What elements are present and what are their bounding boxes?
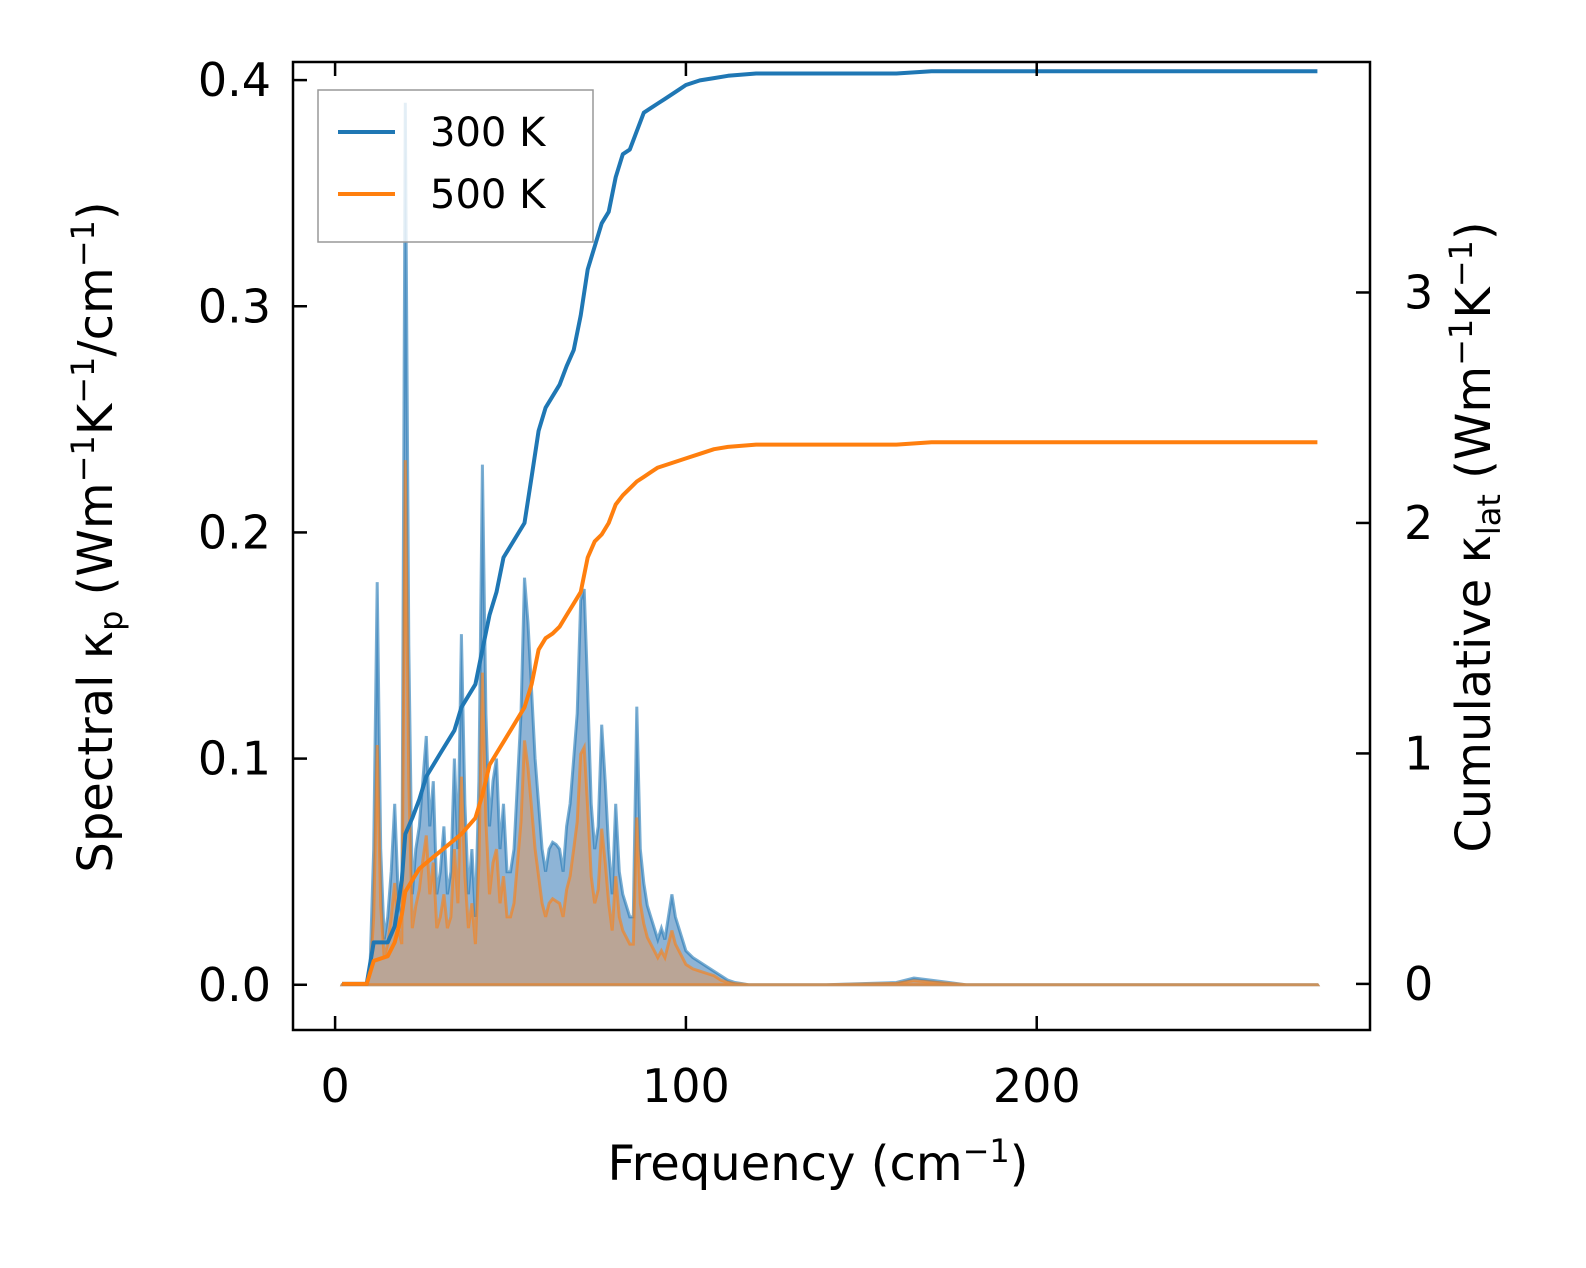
y-left-title-tail: )	[68, 201, 124, 220]
cumulative-line-300k	[342, 69, 1318, 986]
y-right-tick-label: 3	[1404, 265, 1433, 319]
plot-frame	[291, 60, 1372, 1032]
cumulative-line-500k	[342, 440, 1318, 986]
y-right-title-sub: lat	[1470, 494, 1508, 535]
x-axis-title-base: Frequency (cm	[607, 1136, 962, 1192]
y-right-title-tail: )	[1446, 221, 1502, 240]
y-left-title-sup3: −1	[64, 220, 102, 267]
x-axis-title-sup: −1	[963, 1132, 1010, 1170]
x-tick-label: 0	[320, 1059, 349, 1113]
y-left-title-sup2: −1	[64, 357, 102, 404]
legend-frame	[317, 89, 594, 243]
y-axis-right-title: Cumulative κlat (Wm−1K−1)	[1442, 221, 1508, 852]
x-tick-label: 100	[642, 1059, 730, 1113]
y-left-title-base: Spectral κ	[68, 631, 124, 873]
y-right-title-mid: (Wm	[1446, 366, 1502, 494]
y-left-title-mid3: /cm	[68, 267, 124, 356]
legend: 300 K 500 K	[317, 89, 594, 243]
y-right-title-base: Cumulative κ	[1446, 535, 1502, 853]
y-right-tick-label: 1	[1404, 726, 1433, 780]
y-left-title-mid: (Wm	[68, 482, 124, 610]
x-tick-label: 200	[993, 1059, 1081, 1113]
y-right-title-sup2: −1	[1442, 240, 1480, 287]
y-left-tick-label: 0.3	[198, 279, 271, 333]
plot-area	[339, 69, 1321, 987]
y-axis-left-title: Spectral κp (Wm−1K−1/cm−1)	[64, 201, 130, 872]
y-right-title-mid2: K	[1446, 286, 1502, 319]
y-left-tick-label: 0.4	[198, 53, 271, 107]
y-left-tick-label: 0.1	[198, 732, 271, 786]
legend-label-300k: 300 K	[430, 110, 547, 156]
x-axis-title-tail: )	[1010, 1136, 1029, 1192]
legend-label-500k: 500 K	[430, 172, 547, 218]
axes	[291, 60, 1372, 1032]
y-right-title-sup1: −1	[1442, 319, 1480, 366]
ticks: 0 100 200 0.0 0.1 0.2 0.3 0.4 0 1 2 3	[198, 53, 1433, 1113]
y-left-tick-label: 0.0	[198, 958, 271, 1012]
y-left-title-mid2: K	[68, 402, 124, 435]
y-right-tick-label: 2	[1404, 496, 1433, 550]
y-left-title-sub: p	[92, 611, 130, 631]
y-left-title-sup1: −1	[64, 435, 102, 482]
x-axis-title: Frequency (cm−1)	[607, 1132, 1028, 1192]
spectral-area-500k	[339, 460, 1321, 987]
y-left-tick-label: 0.2	[198, 505, 271, 559]
y-right-tick-label: 0	[1404, 957, 1433, 1011]
